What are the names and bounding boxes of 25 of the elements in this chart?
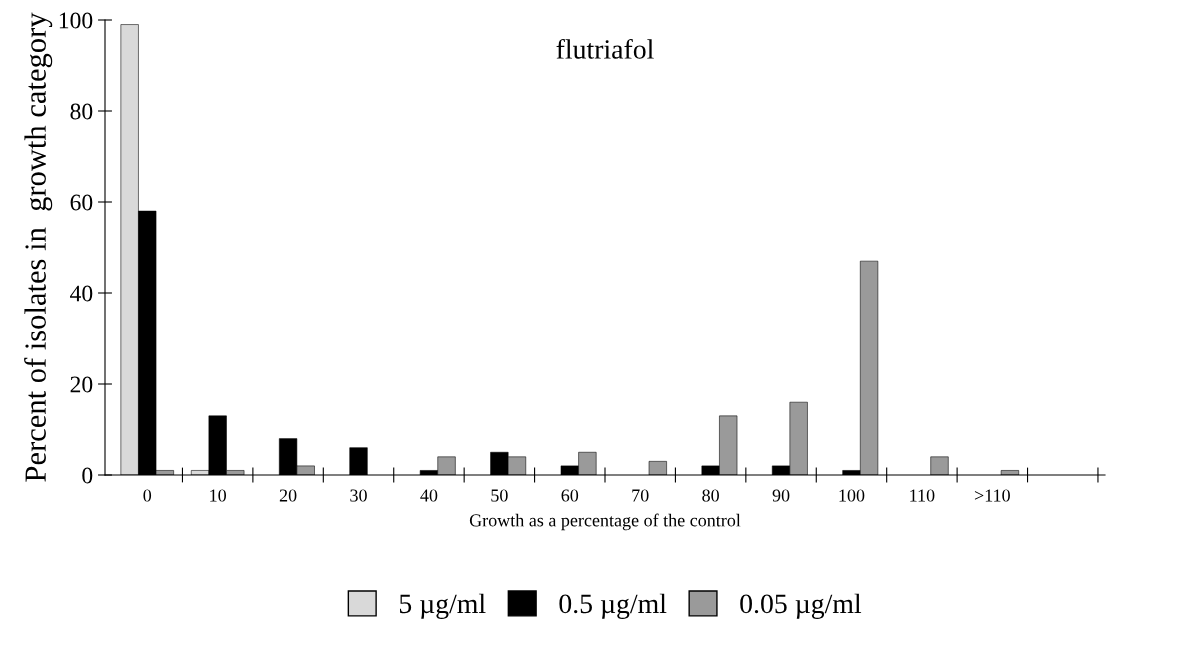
- x-tick-label: >110: [974, 489, 1010, 502]
- x-tick-label: 80: [702, 489, 719, 502]
- x-tick-label: 0: [143, 489, 152, 502]
- y-tick-label: 40: [70, 285, 93, 302]
- y-tick-label: 20: [70, 376, 93, 393]
- x-tick-label: 40: [420, 489, 438, 502]
- x-tick-label: 70: [632, 489, 649, 502]
- y-axis-title: Percent of isolates in growth category: [24, 12, 53, 482]
- legend-label: 5 µg/ml: [399, 593, 486, 619]
- y-tick-label: 60: [70, 194, 93, 211]
- text: flutriafol: [556, 38, 654, 59]
- x-tick-label: 90: [772, 489, 790, 502]
- x-axis-title: Growth as a percentage of the control: [469, 513, 741, 531]
- y-tick-label: 0: [82, 467, 93, 484]
- x-tick-label: 30: [350, 489, 367, 502]
- x-tick-label: 110: [910, 489, 935, 502]
- x-tick-label: 100: [839, 489, 865, 502]
- y-tick-label: 100: [59, 12, 93, 29]
- legend-label: 0.5 µg/ml: [559, 593, 667, 619]
- x-tick-label: 60: [561, 489, 579, 502]
- y-tick-label: 80: [70, 103, 93, 120]
- x-tick-label: 20: [279, 489, 297, 502]
- legend-label: 0.05 µg/ml: [740, 593, 862, 619]
- x-tick-label: 10: [210, 489, 227, 502]
- x-tick-label: 50: [491, 489, 508, 502]
